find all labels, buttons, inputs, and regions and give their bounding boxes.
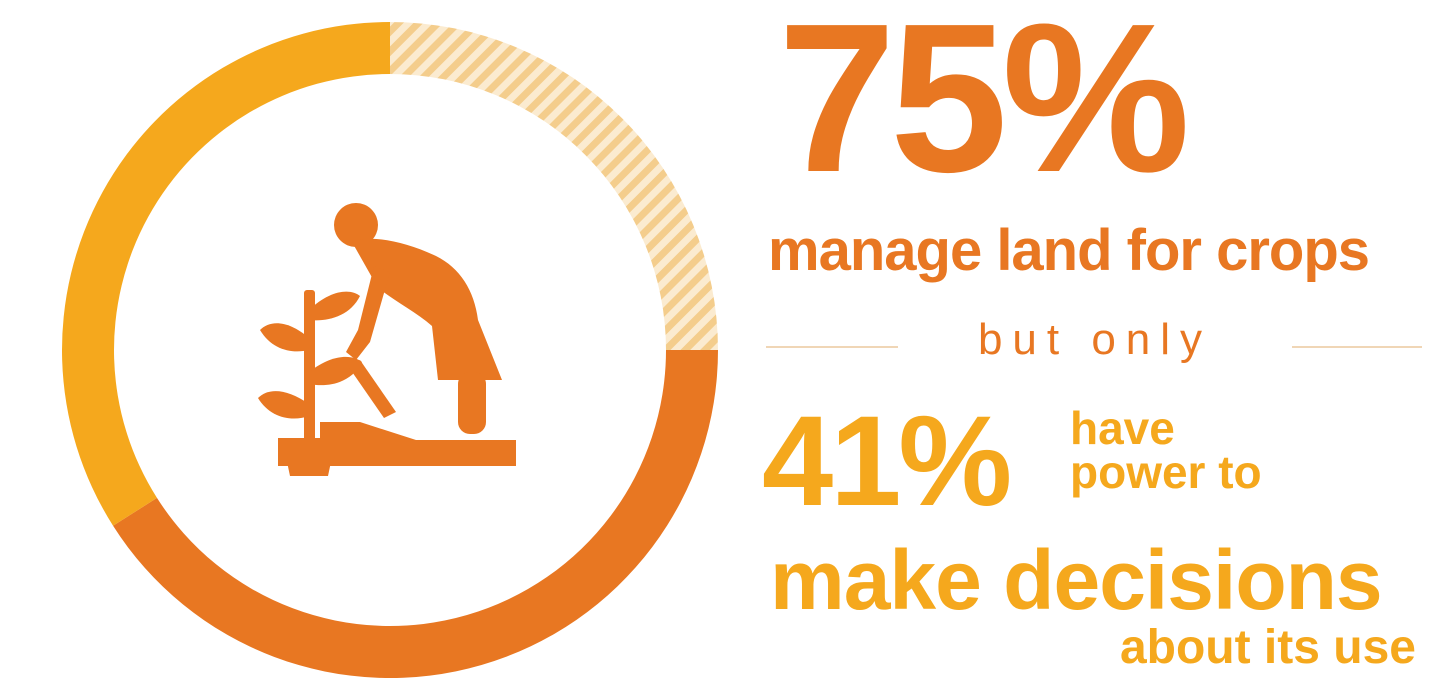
stat-75-percent: 75% <box>778 0 1190 216</box>
donut-segment-34 <box>62 22 391 526</box>
woman-farming-icon <box>258 203 516 476</box>
divider-right <box>1292 346 1422 348</box>
about-its-use-text: about its use <box>1119 621 1416 674</box>
donut-chart <box>60 20 720 680</box>
manage-land-text: manage land for crops <box>768 218 1370 283</box>
have-word: have <box>1070 402 1175 454</box>
donut-segment-25 <box>390 22 718 350</box>
divider-left <box>766 346 898 348</box>
power-to-words: power to <box>1070 446 1262 498</box>
make-decisions-text: make decisions <box>770 533 1383 627</box>
have-power-text: have power to <box>1070 402 1262 498</box>
donut-segments <box>62 22 719 678</box>
donut-segment-41 <box>113 350 719 678</box>
but-only-text: but only <box>977 315 1213 364</box>
stat-41-percent: 41% <box>762 390 1012 533</box>
donut-svg <box>62 22 719 678</box>
